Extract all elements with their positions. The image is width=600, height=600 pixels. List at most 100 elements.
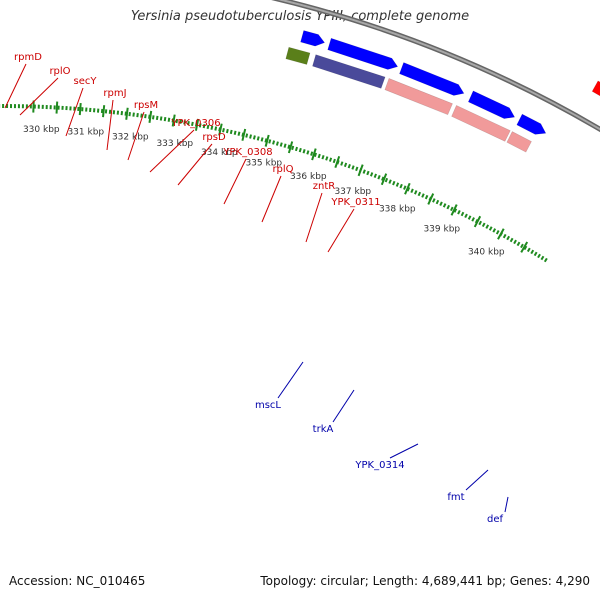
- leader-line: [106, 99, 114, 151]
- tick-mark: [506, 235, 511, 241]
- major-tick: [497, 228, 505, 240]
- tick-mark: [457, 210, 461, 215]
- tick-mark: [163, 116, 167, 122]
- tick-mark: [279, 142, 283, 147]
- tick-mark: [399, 183, 403, 189]
- gene-label-rplQ: rplQ: [272, 164, 293, 175]
- gene-label-rpmD: rpmD: [14, 52, 42, 63]
- gene-label-rplO: rplO: [49, 66, 70, 77]
- leader-line: [504, 496, 509, 513]
- leader-line: [149, 129, 195, 173]
- tick-mark: [179, 119, 183, 124]
- major-tick: [404, 182, 411, 195]
- tick-mark: [202, 123, 206, 129]
- tick-mark: [410, 188, 414, 193]
- tick-mark: [446, 204, 450, 210]
- tick-mark: [260, 137, 264, 142]
- tick-mark: [485, 224, 490, 229]
- tick-mark: [523, 245, 528, 251]
- gene-block-olive: [285, 46, 311, 65]
- gene-label-YPK_0311: YPK_0311: [330, 197, 380, 208]
- leader-line: [65, 87, 84, 137]
- tick-mark: [388, 179, 392, 184]
- gene-label-YPK_0306: YPK_0306: [170, 118, 220, 129]
- tick-mark: [237, 131, 241, 136]
- tick-mark: [291, 145, 295, 151]
- major-tick: [125, 107, 129, 120]
- gene-label-fmt: fmt: [447, 492, 464, 503]
- tick-mark: [222, 128, 225, 133]
- tick-mark: [421, 193, 425, 198]
- major-tick: [55, 101, 59, 114]
- major-tick: [334, 155, 341, 168]
- tick-mark: [214, 126, 218, 131]
- tick-mark: [310, 151, 314, 156]
- tick-marks: [0, 100, 548, 263]
- tick-mark: [488, 226, 493, 231]
- major-tick: [78, 103, 82, 116]
- tick-mark: [526, 247, 531, 253]
- scale-label: 337 kbp: [334, 187, 371, 197]
- tick-mark: [159, 116, 163, 121]
- leader-line: [127, 111, 145, 161]
- map-title: Yersinia pseudotuberculosis YPIII, compl…: [130, 9, 470, 24]
- tick-mark: [283, 143, 287, 148]
- tick-mark: [155, 115, 159, 121]
- gene-block-def-2: [506, 131, 532, 153]
- tick-mark: [198, 123, 202, 128]
- gene-label-secY: secY: [74, 76, 98, 87]
- tick-mark: [175, 118, 179, 124]
- major-tick: [241, 128, 247, 141]
- tick-mark: [206, 124, 210, 130]
- tick-mark: [366, 170, 370, 176]
- tick-mark: [540, 255, 545, 261]
- leader-line: [327, 208, 355, 253]
- major-tick: [194, 118, 200, 131]
- tick-mark: [453, 208, 458, 213]
- tick-mark: [144, 114, 147, 119]
- tick-mark: [442, 203, 447, 208]
- leader-line: [332, 389, 355, 423]
- scale-label: 331 kbp: [67, 128, 104, 138]
- major-tick: [427, 193, 435, 205]
- backbone-outline: [270, 0, 600, 133]
- tick-mark: [467, 215, 472, 220]
- tick-mark: [151, 115, 155, 120]
- tick-mark: [183, 120, 186, 125]
- tick-mark: [187, 121, 190, 126]
- tick-mark: [403, 185, 407, 190]
- tick-mark: [464, 213, 468, 219]
- tick-mark: [167, 117, 171, 122]
- gene-label-mscL: mscL: [255, 400, 281, 411]
- gene-block-right-red: [591, 80, 600, 97]
- leader-line: [19, 77, 59, 116]
- tick-mark: [513, 239, 517, 245]
- tick-mark: [516, 241, 521, 247]
- tick-mark: [369, 172, 374, 177]
- tick-mark: [302, 149, 306, 154]
- leader-line: [389, 443, 419, 459]
- tick-mark: [272, 140, 276, 145]
- leader-line: [4, 63, 27, 109]
- gene-label-rpsM: rpsM: [134, 100, 158, 111]
- scale-label: 338 kbp: [379, 205, 416, 215]
- major-tick: [148, 110, 153, 123]
- gene-label-trkA: trkA: [313, 424, 334, 435]
- gene-label-YPK_0314: YPK_0314: [354, 460, 404, 471]
- genome-backbone: [270, 0, 600, 133]
- gene-labels: rpmD rplO secY rpmJ rpsM YPK_0306 rpsD YPK_0308…: [14, 52, 503, 525]
- major-tick: [380, 173, 388, 186]
- major-tick: [473, 215, 482, 228]
- gene-label-def: def: [487, 514, 504, 525]
- tick-mark: [306, 150, 310, 155]
- gene-block-YPK_0314-2: [384, 78, 453, 116]
- tick-mark: [355, 166, 359, 172]
- gene-features: [285, 30, 600, 153]
- tick-mark: [313, 152, 318, 158]
- tick-mark: [381, 176, 385, 181]
- tick-mark: [543, 257, 548, 263]
- tick-mark: [537, 253, 541, 259]
- scale-label: 339 kbp: [423, 225, 460, 235]
- tick-mark: [210, 125, 214, 130]
